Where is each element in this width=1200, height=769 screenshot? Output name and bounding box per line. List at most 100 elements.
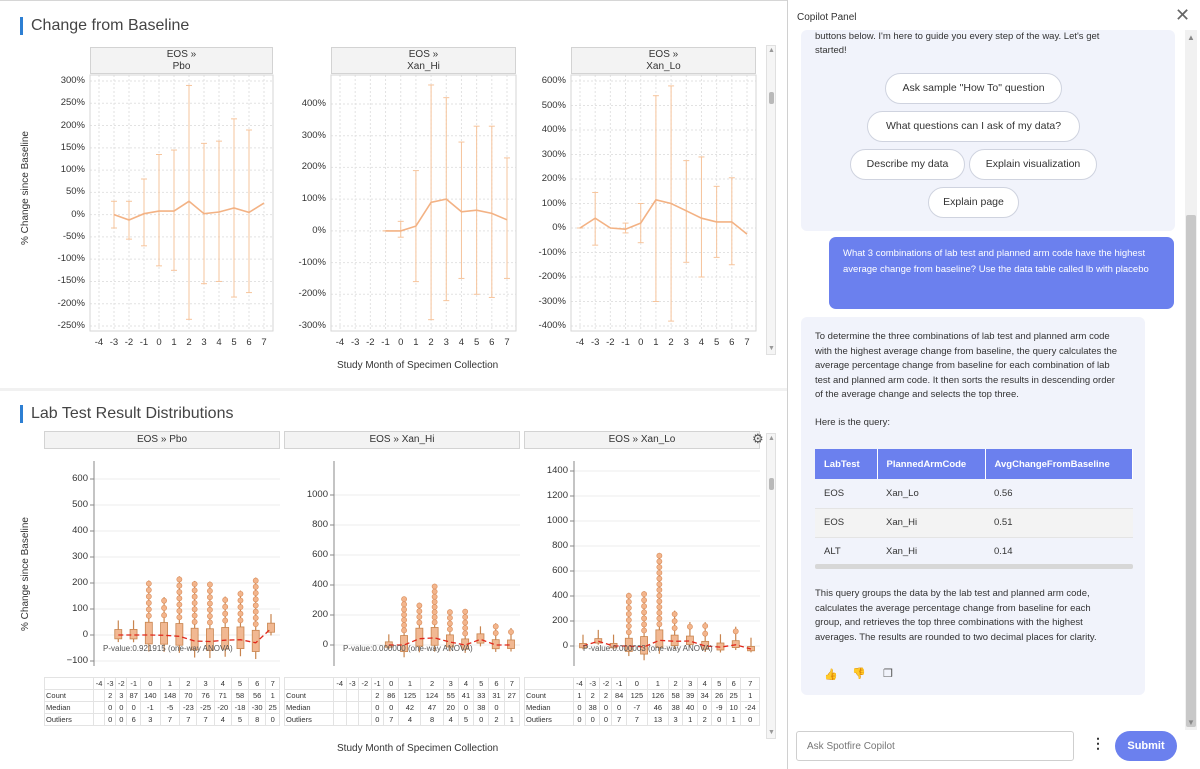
copilot-input[interactable] — [796, 731, 1074, 761]
x-tick-label: 7 — [261, 337, 267, 348]
outlier-point — [252, 608, 259, 615]
x-tick-label: -1 — [139, 337, 149, 348]
box-plot-xan-lo[interactable] — [570, 451, 760, 676]
outlier-point — [161, 605, 167, 611]
table-cell: ALT — [815, 537, 877, 567]
what-questions-button[interactable]: What questions can I ask of my data? — [867, 111, 1080, 142]
stat-cell: 7 — [740, 677, 760, 690]
box-chart-scrollbar[interactable]: ▲ ▼ — [766, 433, 776, 739]
explain-visualization-button[interactable]: Explain visualization — [969, 149, 1097, 180]
y-tick-label: 400% — [301, 98, 326, 109]
outlier-point — [145, 580, 152, 587]
stat-cell: 0 — [740, 713, 760, 726]
outlier-point — [207, 588, 213, 594]
y-tick-label: 0 — [82, 629, 88, 640]
line-plot-xan-lo[interactable] — [570, 74, 757, 332]
explain-page-button[interactable]: Explain page — [928, 187, 1019, 218]
stat-cell: -2 — [358, 677, 372, 690]
outlier-point — [191, 612, 198, 619]
scroll-up-icon[interactable]: ▲ — [1187, 33, 1195, 42]
line-chart-scrollbar[interactable]: ▲ ▼ — [766, 45, 776, 355]
stat-row-label: Outliers — [284, 713, 334, 726]
more-options-icon[interactable]: ⋮ — [1091, 735, 1105, 751]
stat-cell: 1 — [646, 677, 669, 690]
scroll-down-icon[interactable]: ▼ — [768, 729, 775, 736]
outlier-point — [191, 587, 198, 594]
stat-cell: -18 — [230, 701, 250, 714]
scroll-thumb[interactable] — [1186, 215, 1196, 727]
line-plot-xan-hi[interactable] — [330, 74, 517, 332]
table-scrollbar[interactable] — [815, 564, 1133, 569]
box-plot-xan-hi[interactable] — [330, 451, 520, 676]
how-to-question-button[interactable]: Ask sample "How To" question — [885, 73, 1062, 104]
scroll-thumb[interactable] — [769, 478, 774, 490]
analysis-area: Change from Baseline Lab Test Result Dis… — [0, 0, 787, 754]
scroll-thumb[interactable] — [769, 92, 774, 104]
outlier-point — [625, 598, 632, 605]
x-tick-label: -4 — [575, 337, 585, 348]
y-tick-label: -200% — [57, 297, 85, 309]
close-icon[interactable]: ✕ — [1175, 5, 1191, 25]
outlier-point — [656, 604, 663, 610]
line-plot-pbo[interactable] — [89, 74, 274, 332]
stat-cell — [503, 701, 521, 714]
stat-cell: 38 — [667, 701, 684, 714]
box-panel-header-xan-lo[interactable]: EOS » Xan_Lo — [524, 431, 760, 449]
stat-grid: -4 -3 -2 -1 0 1 2 3 4 5 6 7 Count 2 3 87 140 148 70 76 71 58 5… — [44, 677, 280, 726]
outlier-point — [237, 597, 244, 604]
y-tick-label: 1200 — [546, 490, 568, 501]
x-tick-label: 4 — [458, 337, 465, 348]
outlier-point — [625, 617, 632, 623]
outlier-point — [252, 596, 259, 603]
outlier-point — [252, 577, 259, 584]
line-panel-header-xan-hi[interactable]: EOS » Xan_Hi — [331, 47, 516, 74]
stat-cell: 6 — [126, 713, 141, 726]
box-panel-header-xan-hi[interactable]: EOS » Xan_Hi — [284, 431, 520, 449]
stat-cell: 0 — [140, 677, 161, 690]
scroll-up-icon[interactable]: ▲ — [768, 435, 775, 442]
box — [221, 627, 230, 650]
submit-button[interactable]: Submit — [1115, 731, 1177, 761]
scroll-down-icon[interactable]: ▼ — [1187, 718, 1195, 727]
box-panel-header-pbo[interactable]: EOS » Pbo — [44, 431, 280, 449]
line-panel-header-xan-lo[interactable]: EOS » Xan_Lo — [571, 47, 756, 74]
x-tick-label: -1 — [621, 337, 630, 348]
x-tick-label: -3 — [109, 337, 119, 348]
x-tick-label: -3 — [590, 337, 600, 348]
table-header[interactable]: LabTest — [815, 449, 878, 479]
stat-cell: 4 — [442, 713, 459, 726]
stat-cell: 2 — [488, 713, 505, 726]
gear-icon[interactable]: ⚙ — [752, 431, 764, 446]
copy-icon[interactable]: ❐ — [883, 668, 893, 680]
intro-text-line1: buttons below. I'm here to guide you eve… — [815, 31, 1100, 42]
outlier-point — [431, 614, 438, 621]
stat-row-label: Count — [284, 689, 334, 702]
outlier-point — [462, 619, 469, 626]
thumbs-up-icon[interactable]: 👍 — [824, 669, 838, 681]
table-header[interactable]: AvgChangeFromBaseline — [985, 449, 1133, 479]
table-cell: 0.14 — [985, 537, 1133, 567]
stat-cell: -30 — [248, 701, 267, 714]
outlier-point — [145, 600, 152, 606]
box-x-axis-label: Study Month of Specimen Collection — [337, 743, 499, 754]
stat-row: Outliers 0 7 4 8 4 5 0 2 1 — [284, 713, 521, 726]
table-header[interactable]: PlannedArmCode — [877, 449, 986, 479]
stat-cell: 20 — [442, 701, 459, 714]
outlier-point — [656, 564, 663, 571]
x-tick-label: 2 — [186, 337, 192, 348]
stat-cell: 7 — [503, 677, 521, 690]
scroll-down-icon[interactable]: ▼ — [768, 345, 775, 352]
stat-cell: 2 — [420, 677, 444, 690]
summary-text-line: averages. The results are rounded to two… — [815, 631, 1097, 643]
box-plot-pbo[interactable] — [90, 451, 280, 676]
line-panel-header-pbo[interactable]: EOS » Pbo — [90, 47, 273, 74]
thumbs-down-icon[interactable]: 👎 — [852, 668, 866, 680]
stat-cell: 3 — [682, 677, 698, 690]
outlier-point — [462, 630, 469, 637]
copilot-scrollbar[interactable]: ▲ ▼ — [1185, 30, 1197, 730]
scroll-up-icon[interactable]: ▲ — [768, 47, 775, 54]
describe-data-button[interactable]: Describe my data — [850, 149, 965, 180]
y-tick-label: 0% — [71, 208, 85, 220]
y-tick-label: 1000 — [546, 515, 568, 526]
stat-row: Median 0 0 42 47 20 0 38 0 — [284, 701, 521, 714]
